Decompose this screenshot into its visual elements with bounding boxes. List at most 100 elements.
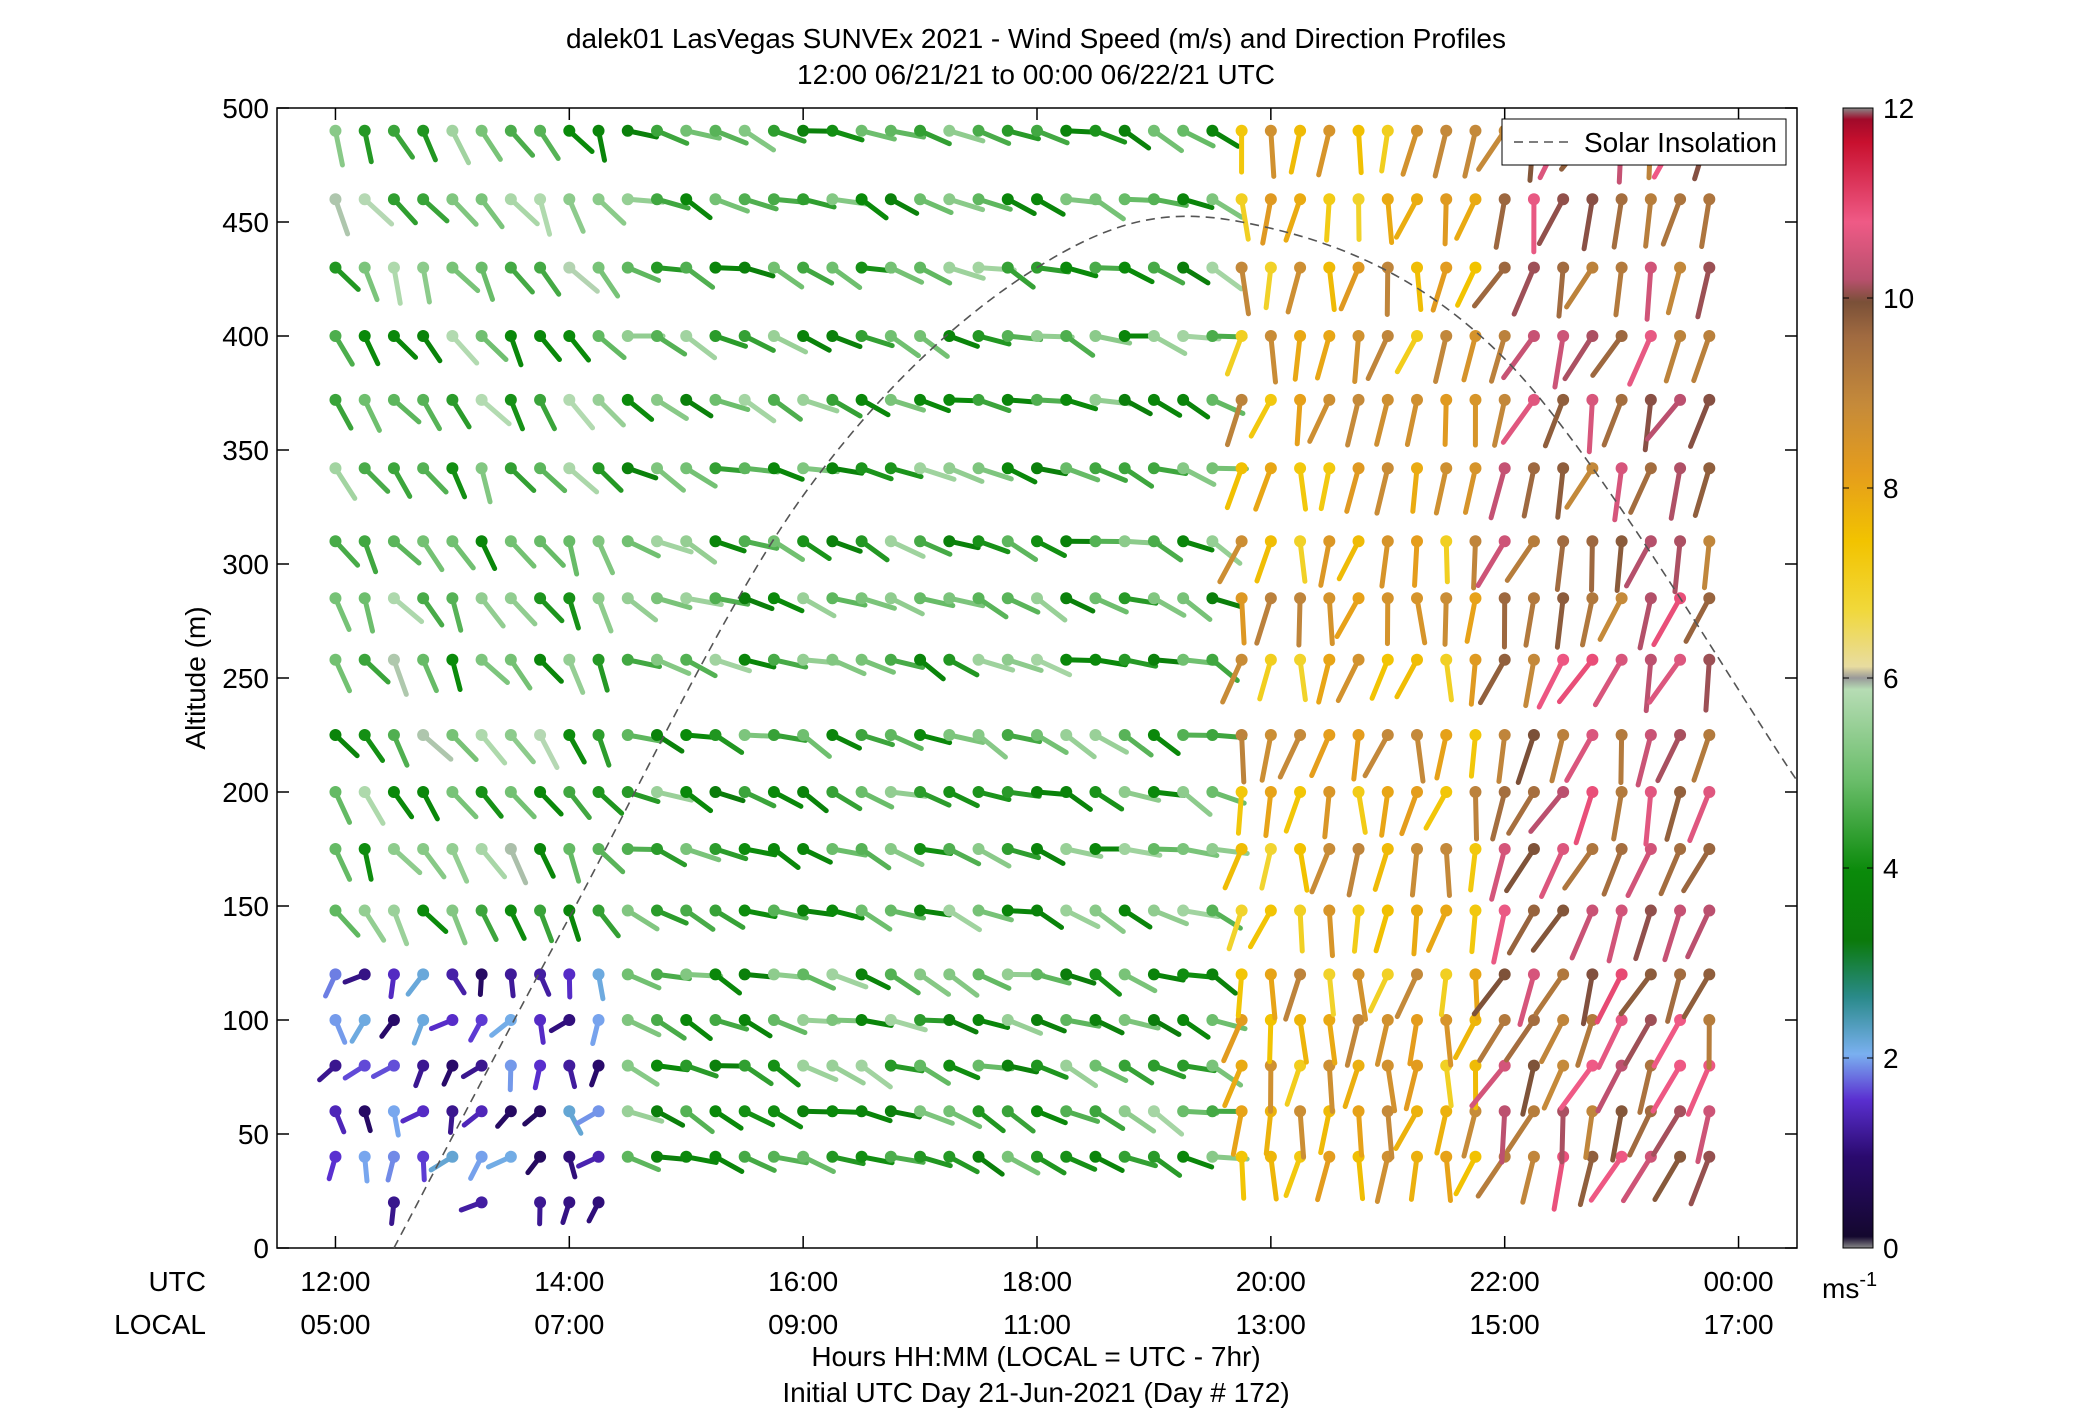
wind-barb-stem [1297,657,1308,703]
wind-barb-head [446,843,459,855]
wind-barb-head [329,1150,342,1163]
wind-barb-head [1469,393,1482,406]
wind-barb-stem [1385,1108,1395,1160]
wind-barb-head [651,261,663,274]
wind-barb-stem [1285,265,1303,315]
wind-barb-stem [1461,1108,1478,1159]
wind-barb-head [1381,535,1394,548]
wind-barb-head [1206,462,1219,475]
wind-barb-stem [1685,908,1712,960]
wind-barb-head [475,904,488,917]
wind-barb-head [1118,843,1131,855]
wind-barb-head [1469,786,1482,798]
wind-barb-head [914,1014,927,1026]
wind-barb-head [387,462,400,475]
wind-barb-stem [1374,397,1391,447]
wind-barb-head [446,729,459,741]
wind-barb-stem [1580,971,1595,1027]
wind-barb-head [884,786,897,798]
wind-barb-head [358,729,371,741]
wind-barb-head [1118,124,1131,137]
wind-barb-head [446,1150,459,1163]
wind-barb-head [1235,1150,1248,1163]
wind-barb-stem [1662,908,1683,963]
wind-barb-head [914,535,927,548]
wind-barb-head [329,1105,342,1118]
wind-barb-head [1440,393,1453,406]
wind-barb-head [855,124,868,137]
wind-barb-stem [1611,196,1625,250]
wind-barb-stem [1315,1154,1332,1203]
wind-barb-head [1294,1059,1307,1072]
wind-barb-stem [1520,1063,1537,1117]
wind-barb-stem [1307,397,1332,444]
wind-barb-stem [1403,1063,1420,1112]
wind-barb-stem [1701,538,1712,591]
wind-barb-head [1031,968,1043,981]
wind-barb-head [1411,843,1423,855]
wind-barb-head [446,968,459,981]
colorbar-tick-label: 12 [1883,93,1914,124]
y-tick-label: 350 [222,435,269,466]
wind-barb-head [1177,1105,1190,1118]
wind-barb-head [1089,653,1102,666]
wind-barb-head [1147,653,1160,666]
wind-barb-stem [1374,465,1391,516]
y-axis: 0 50 100 150 200 250 300 350 400 450 500 [222,93,1797,1264]
wind-barb-head [417,261,430,274]
wind-barb-stem [362,789,386,826]
wind-barb-stem [1633,908,1654,962]
wind-barb-stem [1283,971,1303,1022]
wind-barb-head [1264,330,1277,342]
wind-barb-head [855,843,868,855]
wind-barb-head [1177,786,1190,798]
wind-barb-head [1644,653,1657,666]
wind-barb-head [358,1014,371,1026]
wind-barb-head [1469,653,1482,666]
wind-barb-head [1674,843,1687,855]
wind-barb-head [1498,393,1511,406]
wind-barb-head [943,968,956,981]
wind-barb-head [884,1105,897,1118]
wind-barb-head [943,330,956,342]
wind-barb-stem [1688,397,1712,449]
wind-barb-stem [1268,971,1278,1021]
wind-barb-head [972,1105,985,1118]
wind-barb-head [651,843,663,855]
wind-barb-head [387,729,400,741]
wind-barb-stem [1501,333,1537,381]
wind-barb-head [1206,968,1219,981]
wind-barb-head [914,1150,927,1163]
wind-barb-head [1264,968,1277,981]
wind-barb-head [1177,968,1190,981]
wind-barb-head [1557,1014,1570,1026]
wind-barb-stem [1409,846,1420,898]
wind-barb-stem [1489,333,1508,384]
wind-barb-stem [1488,465,1508,521]
wind-barb-head [1352,904,1365,917]
wind-barb-stem [1695,265,1712,320]
y-tick-label: 50 [238,1119,269,1150]
wind-barb-head [446,1014,459,1026]
wind-barb-head [1703,653,1716,666]
wind-barb-head [446,393,459,406]
wind-barb-head [592,462,605,475]
wind-barb-head [1177,1150,1190,1163]
wind-barb-stem [1551,1154,1566,1212]
wind-barb-head [826,653,839,666]
wind-barb-head [1381,462,1394,475]
wind-barb-stem [1542,397,1566,449]
wind-barb-head [797,535,810,548]
colorbar-tick-label: 4 [1883,853,1899,884]
wind-barb-head [417,968,430,981]
wind-barb-stem [1523,595,1537,648]
wind-barb-stem [1623,1017,1654,1067]
wind-barb-stem [1394,971,1420,1020]
wind-barb-head [1118,193,1131,206]
wind-barb-head [826,968,839,981]
wind-barb-head [1703,1105,1716,1118]
wind-barb-stem [1268,333,1278,385]
wind-barb-head [1060,124,1073,137]
wind-barb-stem [1500,397,1537,445]
wind-barb-head [534,1014,547,1026]
